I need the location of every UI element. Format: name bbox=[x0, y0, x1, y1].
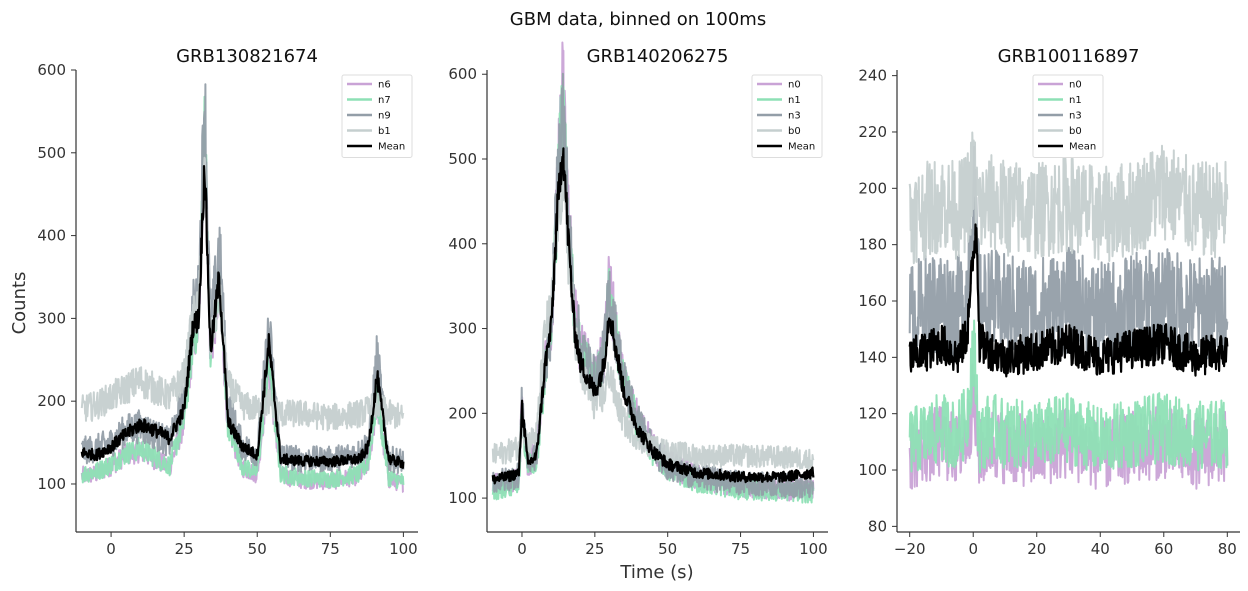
legend-label-n1: n1 bbox=[788, 95, 801, 106]
series-line-Mean bbox=[491, 147, 815, 485]
x-tick-label: 20 bbox=[1027, 540, 1046, 558]
legend-label-n9: n9 bbox=[378, 111, 391, 122]
series-line-b1 bbox=[80, 156, 405, 432]
x-tick-label: 100 bbox=[389, 540, 418, 558]
x-axis-label: Time (s) bbox=[619, 562, 693, 583]
legend-label-n0: n0 bbox=[1069, 80, 1082, 91]
y-tick-label: 100 bbox=[448, 489, 477, 507]
legend-label-n6: n6 bbox=[378, 80, 391, 91]
x-tick-label: 75 bbox=[321, 540, 340, 558]
series-line-Mean bbox=[80, 165, 405, 469]
series-line-b0 bbox=[491, 155, 815, 472]
panel-3: GRB100116897 −20 0 20 40 60 80 80 100 120 140 160 18… bbox=[858, 46, 1240, 558]
x-tick-label: 50 bbox=[248, 540, 267, 558]
legend: n0 n1 n3 b0 Mean bbox=[1032, 74, 1104, 158]
y-tick-label: 120 bbox=[858, 405, 887, 423]
x-tick-label: 25 bbox=[175, 540, 194, 558]
panel-title: GRB130821674 bbox=[176, 46, 318, 67]
x-tick-label: 0 bbox=[968, 540, 978, 558]
legend-label-n3: n3 bbox=[1069, 111, 1082, 122]
y-tick-label: 400 bbox=[448, 235, 477, 253]
legend-label-n7: n7 bbox=[378, 95, 391, 106]
y-tick-label: 200 bbox=[448, 404, 477, 422]
series-line-n1 bbox=[908, 319, 1229, 474]
x-tick-label: 25 bbox=[585, 540, 604, 558]
y-tick-label: 300 bbox=[448, 320, 477, 338]
legend-label-Mean: Mean bbox=[788, 142, 815, 153]
x-tick-label: 0 bbox=[106, 540, 116, 558]
y-tick-label: 200 bbox=[37, 392, 66, 410]
x-tick-label: 50 bbox=[658, 540, 677, 558]
x-tick-label: 100 bbox=[799, 540, 828, 558]
series-line-n7 bbox=[81, 95, 405, 490]
y-tick-label: 140 bbox=[858, 348, 887, 366]
y-axis-label: Counts bbox=[9, 272, 30, 335]
y-tick-label: 200 bbox=[858, 179, 887, 197]
y-tick-label: 400 bbox=[37, 227, 66, 245]
figure-suptitle: GBM data, binned on 100ms bbox=[510, 9, 766, 30]
y-tick-label: 100 bbox=[37, 475, 66, 493]
panel-title: GRB140206275 bbox=[587, 46, 729, 67]
y-tick-label: 600 bbox=[37, 61, 66, 79]
y-tick-label: 300 bbox=[37, 309, 66, 327]
x-tick-label: 40 bbox=[1091, 540, 1110, 558]
panel-2: GRB140206275 0 25 50 75 100 100 200 300 400 500 600… bbox=[448, 41, 828, 558]
legend-label-b1: b1 bbox=[378, 126, 391, 137]
panel-1: GRB130821674 0 25 50 75 100 100 200 300 400 500 600… bbox=[37, 46, 418, 558]
legend: n0 n1 n3 b0 Mean bbox=[751, 74, 823, 158]
y-tick-label: 500 bbox=[37, 144, 66, 162]
x-tick-label: −20 bbox=[894, 540, 926, 558]
legend-label-n0: n0 bbox=[788, 80, 801, 91]
legend-label-Mean: Mean bbox=[378, 142, 405, 153]
x-tick-label: 60 bbox=[1154, 540, 1173, 558]
y-tick-label: 240 bbox=[858, 67, 887, 85]
x-tick-label: 0 bbox=[517, 540, 527, 558]
series-line-Mean bbox=[908, 223, 1229, 378]
x-tick-label: 75 bbox=[731, 540, 750, 558]
y-tick-label: 80 bbox=[868, 517, 887, 535]
legend-label-Mean: Mean bbox=[1069, 142, 1096, 153]
y-tick-label: 600 bbox=[448, 65, 477, 83]
legend-label-b0: b0 bbox=[1069, 126, 1082, 137]
y-tick-label: 100 bbox=[858, 461, 887, 479]
y-tick-label: 180 bbox=[858, 236, 887, 254]
y-tick-label: 220 bbox=[858, 123, 887, 141]
y-tick-label: 160 bbox=[858, 292, 887, 310]
panel-title: GRB100116897 bbox=[998, 46, 1140, 67]
x-tick-label: 80 bbox=[1218, 540, 1237, 558]
legend: n6 n7 n9 b1 Mean bbox=[341, 74, 413, 158]
series-line-b0 bbox=[908, 131, 1229, 265]
legend-label-n3: n3 bbox=[788, 111, 801, 122]
legend-label-n1: n1 bbox=[1069, 95, 1082, 106]
legend-label-b0: b0 bbox=[788, 126, 801, 137]
series-line-n3 bbox=[908, 145, 1229, 364]
y-tick-label: 500 bbox=[448, 150, 477, 168]
series-line-n6 bbox=[80, 123, 404, 494]
